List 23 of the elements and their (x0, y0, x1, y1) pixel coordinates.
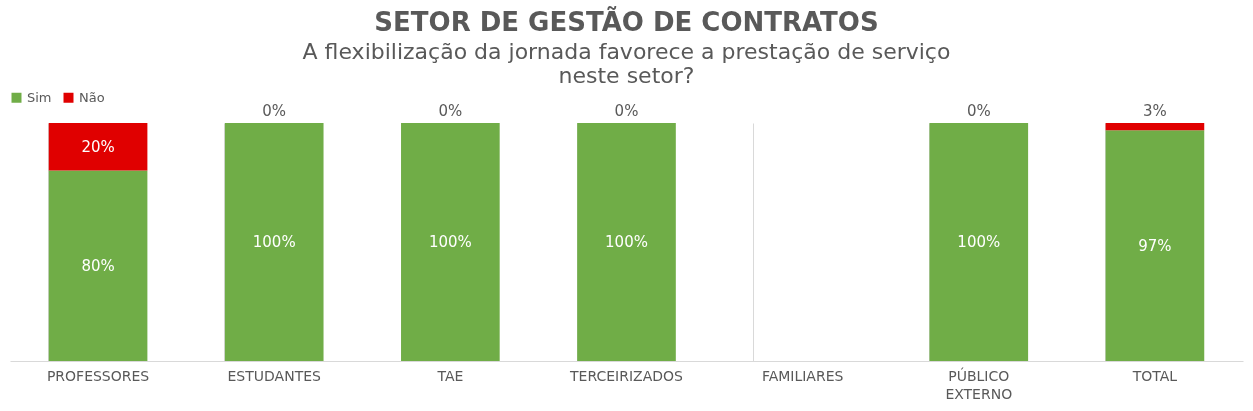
data-label: 20% (81, 137, 115, 156)
data-label: 0% (614, 102, 639, 120)
x-tick-label: TAE (436, 367, 464, 384)
x-tick-label: PROFESSORES (46, 367, 150, 384)
chart-title: SETOR DE GESTÃO DE CONTRATOS (374, 6, 879, 37)
legend-label: Sim (27, 89, 52, 105)
data-label: 0% (262, 102, 287, 120)
data-label: 100% (957, 233, 1001, 251)
data-label: 0% (966, 102, 991, 120)
x-tick-label: PÚBLICO EXTERNO (945, 366, 1013, 402)
data-label: 3% (1143, 102, 1167, 120)
x-tick-label: ESTUDANTES (227, 367, 322, 384)
data-label: 97% (1138, 236, 1172, 255)
data-label: 0% (438, 102, 463, 120)
x-tick-label: TERCEIRIZADOS (569, 367, 684, 384)
data-label: 80% (81, 256, 115, 275)
x-tick-label: TOTAL (1131, 367, 1178, 384)
chart-subtitle: A flexibilização da jornada favorece a prestação de serviço neste setor? (302, 39, 951, 88)
x-tick-label: FAMILIARES (761, 367, 844, 384)
data-label: 100% (428, 233, 472, 251)
data-label: 100% (252, 233, 296, 251)
legend-label: Não (79, 89, 105, 105)
data-label: 100% (605, 233, 648, 251)
